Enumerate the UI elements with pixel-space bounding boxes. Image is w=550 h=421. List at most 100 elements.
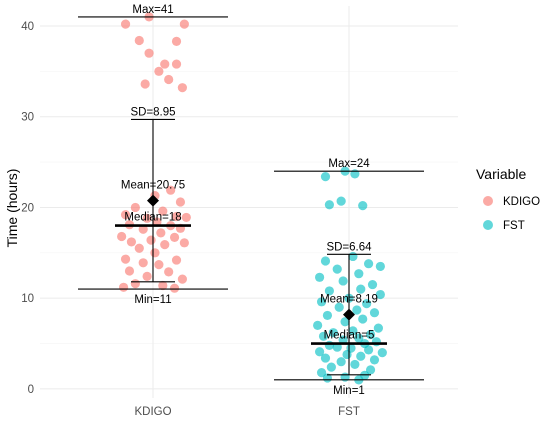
data-point-kdigo bbox=[166, 185, 176, 195]
y-tick-label: 40 bbox=[21, 21, 34, 33]
data-point-fst bbox=[356, 351, 366, 361]
y-axis-title: Time (hours) bbox=[4, 169, 20, 248]
data-point-fst bbox=[350, 359, 360, 370]
data-point-kdigo bbox=[124, 266, 135, 276]
fst-sd-label: SD=6.64 bbox=[326, 241, 372, 253]
data-point-fst bbox=[342, 349, 352, 360]
data-point-fst bbox=[324, 286, 334, 296]
data-point-fst bbox=[336, 357, 346, 367]
data-point-kdigo bbox=[181, 212, 191, 223]
legend-key-kdigo bbox=[483, 196, 493, 206]
data-point-kdigo bbox=[158, 206, 168, 216]
data-point-fst bbox=[320, 256, 331, 266]
data-point-fst bbox=[316, 367, 327, 378]
data-point-fst bbox=[375, 289, 385, 300]
data-point-kdigo bbox=[160, 240, 170, 250]
axis-ticks: 0 10 20 30 40 KDIGO FST bbox=[21, 21, 360, 418]
y-tick-label: 10 bbox=[21, 293, 34, 305]
data-point-fst bbox=[356, 284, 366, 294]
data-point-kdigo bbox=[140, 79, 150, 89]
y-tick-label: 20 bbox=[21, 202, 34, 214]
annotations: Max=41 SD=8.95 Mean=20.75 Median=18 Min=11 Ma… bbox=[121, 4, 378, 397]
data-point-kdigo bbox=[164, 267, 174, 277]
y-tick-label: 30 bbox=[21, 112, 34, 124]
data-point-kdigo bbox=[179, 238, 189, 248]
data-point-kdigo bbox=[169, 232, 180, 242]
data-point-fst bbox=[364, 259, 374, 269]
data-point-kdigo bbox=[177, 274, 187, 284]
data-point-fst bbox=[332, 342, 342, 352]
fst-median-label: Median=5 bbox=[324, 330, 375, 342]
data-point-fst bbox=[338, 335, 348, 345]
data-point-fst bbox=[318, 331, 329, 341]
fst-mean-marker bbox=[343, 308, 355, 321]
fst-mean-label: Mean=8.19 bbox=[320, 294, 378, 306]
data-point-fst bbox=[320, 171, 331, 182]
data-point-kdigo bbox=[154, 66, 164, 76]
data-point-kdigo bbox=[156, 228, 166, 238]
data-point-kdigo bbox=[177, 83, 187, 93]
legend-key-fst bbox=[483, 220, 493, 230]
kdigo-max-label: Max=41 bbox=[132, 4, 173, 16]
data-point-kdigo bbox=[171, 255, 182, 265]
data-point-kdigo bbox=[169, 283, 180, 293]
data-point-fst bbox=[338, 276, 348, 286]
data-point-kdigo bbox=[150, 248, 160, 258]
data-point-fst bbox=[322, 310, 333, 321]
legend-label-fst: FST bbox=[503, 220, 525, 232]
data-point-fst bbox=[315, 347, 325, 357]
data-point-kdigo bbox=[134, 243, 144, 253]
data-point-kdigo bbox=[160, 59, 170, 69]
data-point-kdigo bbox=[134, 35, 144, 46]
kdigo-min-label: Min=11 bbox=[134, 294, 171, 306]
data-point-fst bbox=[362, 299, 372, 309]
data-point-fst bbox=[365, 365, 376, 375]
data-point-fst bbox=[375, 261, 385, 272]
data-point-kdigo bbox=[119, 282, 129, 292]
data-point-kdigo bbox=[120, 254, 131, 264]
data-point-fst bbox=[328, 328, 338, 338]
legend-title: Variable bbox=[476, 166, 527, 182]
data-point-kdigo bbox=[138, 224, 148, 234]
data-point-kdigo bbox=[171, 211, 182, 222]
data-point-kdigo bbox=[171, 36, 182, 46]
gridlines bbox=[40, 6, 458, 398]
data-point-fst bbox=[334, 302, 344, 312]
data-point-fst bbox=[352, 305, 362, 315]
fst-max-label: Max=24 bbox=[328, 158, 370, 170]
kdigo-sd-label: SD=8.95 bbox=[130, 106, 175, 118]
fst-min-label: Min=1 bbox=[333, 385, 365, 397]
data-point-fst bbox=[377, 348, 387, 358]
data-point-kdigo bbox=[154, 260, 164, 270]
data-point-fst bbox=[358, 201, 368, 211]
data-point-kdigo bbox=[126, 237, 137, 247]
x-tick-label: KDIGO bbox=[134, 406, 171, 418]
data-point-kdigo bbox=[164, 74, 174, 85]
data-point-fst bbox=[332, 264, 342, 274]
data-point-fst bbox=[313, 320, 323, 331]
legend: Variable KDIGO FST bbox=[476, 166, 540, 232]
data-point-kdigo bbox=[158, 280, 168, 291]
data-point-kdigo bbox=[130, 202, 140, 213]
data-point-kdigo bbox=[130, 279, 140, 289]
data-point-fst bbox=[316, 297, 327, 307]
data-point-fst bbox=[324, 200, 334, 210]
data-point-kdigo bbox=[175, 197, 186, 207]
data-point-fst bbox=[364, 345, 374, 355]
kdigo-mean-marker bbox=[147, 194, 159, 207]
data-point-fst bbox=[369, 308, 380, 318]
data-point-kdigo bbox=[179, 19, 189, 29]
data-point-kdigo bbox=[138, 258, 148, 268]
data-point-fst bbox=[369, 355, 380, 365]
data-point-fst bbox=[320, 353, 331, 363]
data-point-fst bbox=[367, 279, 378, 290]
kdigo-median-label: Median=18 bbox=[124, 212, 181, 224]
data-point-kdigo bbox=[142, 271, 152, 282]
data-point-fst bbox=[354, 269, 364, 279]
summary-statistics bbox=[78, 16, 424, 381]
data-point-kdigo bbox=[152, 217, 162, 227]
data-point-fst bbox=[340, 317, 350, 327]
data-point-fst bbox=[336, 196, 346, 206]
data-point-fst bbox=[348, 326, 358, 336]
legend-label-kdigo: KDIGO bbox=[503, 196, 540, 208]
